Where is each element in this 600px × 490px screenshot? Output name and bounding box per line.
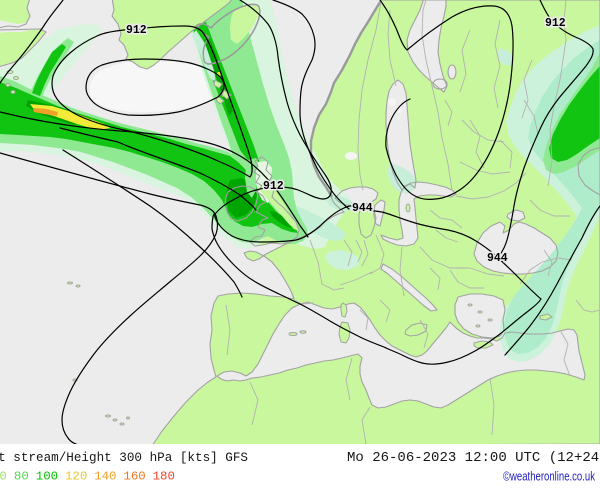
svg-text:160: 160 <box>123 470 145 484</box>
svg-text:944: 944 <box>487 252 508 265</box>
svg-text:912: 912 <box>263 180 284 193</box>
svg-text:912: 912 <box>126 24 147 37</box>
svg-text:©weatheronline.co.uk: ©weatheronline.co.uk <box>503 470 596 484</box>
svg-text:120: 120 <box>65 470 87 484</box>
svg-text:912: 912 <box>545 17 566 30</box>
svg-text:80: 80 <box>14 470 29 484</box>
svg-text:Mo 26-06-2023 12:00 UTC (12+24: Mo 26-06-2023 12:00 UTC (12+24h) <box>347 450 600 466</box>
svg-text:944: 944 <box>352 202 373 215</box>
svg-text:60: 60 <box>0 470 7 484</box>
svg-text:Jet stream/Height 300 hPa [kts: Jet stream/Height 300 hPa [kts] GFS <box>0 451 248 465</box>
svg-text:944: 944 <box>352 202 373 215</box>
svg-text:140: 140 <box>94 470 116 484</box>
svg-text:944: 944 <box>487 252 508 265</box>
svg-text:912: 912 <box>263 180 284 193</box>
svg-text:180: 180 <box>153 470 175 484</box>
svg-text:912: 912 <box>545 17 566 30</box>
svg-text:912: 912 <box>126 24 147 37</box>
svg-text:100: 100 <box>36 470 58 484</box>
